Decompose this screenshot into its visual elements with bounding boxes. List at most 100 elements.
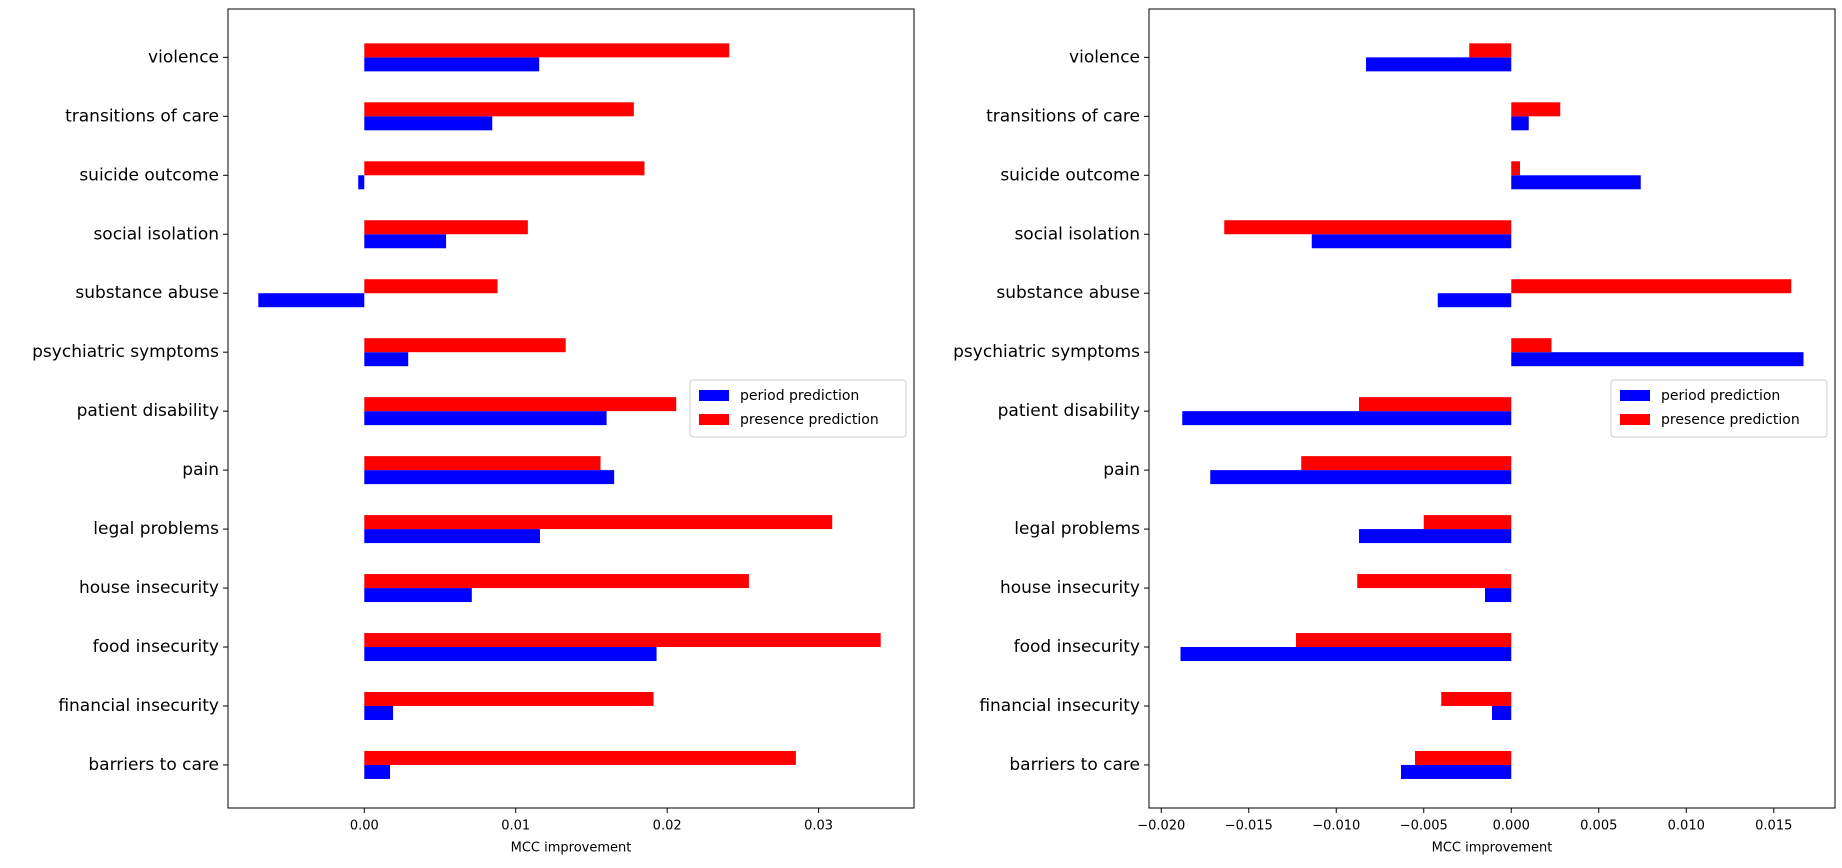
x-tick-label: 0.000 xyxy=(1493,819,1530,834)
bar xyxy=(1357,574,1512,589)
x-tick-label: −0.020 xyxy=(1137,819,1185,834)
category-label: financial insecurity xyxy=(58,696,219,716)
legend-swatch xyxy=(699,390,729,401)
bar xyxy=(364,515,833,530)
category-label: legal problems xyxy=(93,519,219,539)
bar xyxy=(1492,705,1512,720)
bar xyxy=(364,397,677,412)
legend-label: period prediction xyxy=(1661,388,1780,404)
legend-swatch xyxy=(699,414,729,425)
bar xyxy=(1210,470,1512,485)
bar xyxy=(364,588,472,603)
bar xyxy=(364,338,566,353)
category-label: pain xyxy=(1103,460,1140,480)
bar xyxy=(1511,352,1804,367)
category-label: violence xyxy=(148,47,219,67)
x-tick-label: 0.010 xyxy=(1668,819,1705,834)
bar xyxy=(1401,764,1512,779)
bar xyxy=(364,764,391,779)
bar xyxy=(1511,116,1529,131)
legend-frame xyxy=(689,379,907,438)
category-label: social isolation xyxy=(93,224,219,244)
bar xyxy=(1511,338,1552,353)
bar xyxy=(1359,529,1512,544)
x-axis-label: MCC improvement xyxy=(1432,841,1553,856)
bar xyxy=(364,234,447,249)
bar xyxy=(364,633,881,648)
category-label: patient disability xyxy=(998,401,1140,421)
bar xyxy=(1423,515,1512,530)
x-tick-label: −0.015 xyxy=(1225,819,1273,834)
category-label: patient disability xyxy=(77,401,219,421)
bar xyxy=(364,691,654,706)
bar xyxy=(364,456,601,471)
category-label: pain xyxy=(182,460,219,480)
x-axis-label: MCC improvement xyxy=(511,841,632,856)
legend-frame xyxy=(1610,379,1828,438)
legend-label: presence prediction xyxy=(740,412,879,428)
bar xyxy=(1366,57,1512,72)
category-label: legal problems xyxy=(1014,519,1140,539)
x-tick-label: 0.005 xyxy=(1580,819,1617,834)
x-tick-label: 0.01 xyxy=(501,819,530,834)
bar xyxy=(364,352,409,367)
x-tick-label: 0.00 xyxy=(350,819,379,834)
bar xyxy=(1359,397,1512,412)
bar xyxy=(364,411,607,426)
bar xyxy=(1224,220,1512,235)
bar xyxy=(1511,279,1792,294)
legend-label: presence prediction xyxy=(1661,412,1800,428)
x-tick-label: 0.03 xyxy=(804,819,833,834)
bar xyxy=(1485,588,1512,603)
bar xyxy=(1296,633,1512,648)
bar xyxy=(1180,647,1512,662)
bar xyxy=(364,220,528,235)
bar xyxy=(1511,175,1641,190)
category-label: financial insecurity xyxy=(979,696,1140,716)
legend: period prediction presence prediction xyxy=(1610,379,1828,438)
category-label: transitions of care xyxy=(65,106,219,126)
bar xyxy=(364,750,796,765)
axes-frame xyxy=(1148,8,1836,809)
x-tick-label: −0.005 xyxy=(1400,819,1448,834)
axes-frame xyxy=(227,8,915,809)
bar xyxy=(1441,691,1512,706)
category-label: transitions of care xyxy=(986,106,1140,126)
bar xyxy=(364,574,749,589)
bar xyxy=(258,293,365,308)
bar xyxy=(358,175,365,190)
category-label: social isolation xyxy=(1014,224,1140,244)
x-tick-label: −0.010 xyxy=(1312,819,1360,834)
bar xyxy=(1415,750,1512,765)
bar xyxy=(1182,411,1512,426)
bar xyxy=(364,116,493,131)
bar xyxy=(364,161,645,176)
category-label: barriers to care xyxy=(88,755,219,775)
category-label: substance abuse xyxy=(75,283,219,303)
category-label: barriers to care xyxy=(1009,755,1140,775)
category-label: substance abuse xyxy=(996,283,1140,303)
bar xyxy=(364,43,730,58)
bar xyxy=(1301,456,1512,471)
category-label: suicide outcome xyxy=(79,165,219,185)
category-label: suicide outcome xyxy=(1000,165,1140,185)
category-label: psychiatric symptoms xyxy=(953,342,1140,362)
legend-label: period prediction xyxy=(740,388,859,404)
category-label: food insecurity xyxy=(1014,637,1140,657)
x-tick-label: 0.015 xyxy=(1755,819,1792,834)
bar xyxy=(364,102,634,117)
bar xyxy=(364,57,540,72)
legend-swatch xyxy=(1620,390,1650,401)
bar xyxy=(1469,43,1512,58)
category-label: house insecurity xyxy=(79,578,219,598)
legend-swatch xyxy=(1620,414,1650,425)
bar xyxy=(1511,102,1561,117)
bar xyxy=(364,279,498,294)
category-label: house insecurity xyxy=(1000,578,1140,598)
bar xyxy=(364,529,540,544)
bar xyxy=(1437,293,1512,308)
bar xyxy=(1311,234,1512,249)
category-label: food insecurity xyxy=(93,637,219,657)
bar xyxy=(1511,161,1520,176)
